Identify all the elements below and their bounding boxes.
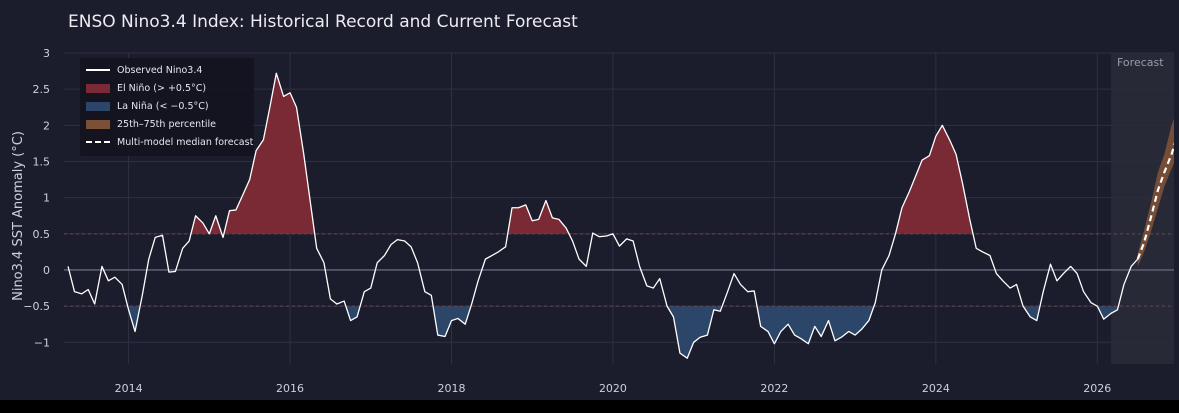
observed-series-line [67, 72, 1139, 359]
legend-item-median-forecast: Multi-model median forecast [80, 134, 253, 150]
y-tick-label: 3 [43, 47, 50, 60]
la-nina-area [68, 306, 1138, 359]
legend-label: Observed Nino3.4 [117, 64, 203, 76]
series-lines [67, 72, 1174, 359]
legend-label: 25th–75th percentile [117, 118, 216, 130]
y-tick-label: 1.5 [33, 155, 51, 168]
forecast-label: Forecast [1117, 56, 1164, 69]
chart-frame: −1 −0.5 0 0.5 1 1.5 2 2.5 3 2014 2016 2018 2020 2022… [0, 0, 1179, 400]
y-axis-ticks: −1 −0.5 0 0.5 1 1.5 2 2.5 3 [23, 47, 50, 349]
legend-label: Multi-model median forecast [117, 136, 254, 148]
x-tick-label: 2024 [922, 382, 950, 395]
el-nino-area [68, 73, 1138, 234]
legend-label: El Niño (> +0.5°C) [117, 82, 207, 94]
legend-item-percentile: 25th–75th percentile [80, 116, 216, 132]
legend-swatch-icon [86, 101, 110, 111]
y-tick-label: −1 [34, 336, 50, 349]
reference-lines [64, 233, 1174, 307]
y-tick-label: 1 [43, 192, 50, 205]
y-tick-label: −0.5 [23, 300, 50, 313]
forecast-region [1111, 53, 1174, 364]
legend-item-la-nina: La Niña (< −0.5°C) [80, 98, 209, 114]
legend: Observed Nino3.4 El Niño (> +0.5°C) La N… [80, 58, 254, 156]
y-axis-label: Nino3.4 SST Anomaly (°C) [11, 131, 26, 301]
y-tick-label: 2 [43, 119, 50, 132]
x-axis-ticks: 2014 2016 2018 2020 2022 2024 2026 [115, 382, 1112, 395]
x-tick-label: 2016 [276, 382, 304, 395]
forecast-region-band [1111, 53, 1174, 364]
x-tick-label: 2018 [437, 382, 465, 395]
x-tick-label: 2020 [599, 382, 627, 395]
y-tick-label: 2.5 [33, 83, 51, 96]
legend-item-el-nino: El Niño (> +0.5°C) [80, 80, 206, 96]
x-tick-label: 2026 [1083, 382, 1111, 395]
legend-item-observed: Observed Nino3.4 [80, 62, 202, 78]
x-tick-label: 2022 [760, 382, 788, 395]
y-tick-label: 0.5 [33, 228, 51, 241]
x-tick-label: 2014 [115, 382, 143, 395]
legend-swatch-icon [86, 119, 110, 129]
y-tick-label: 0 [43, 264, 50, 277]
legend-dash-icon [86, 141, 110, 143]
chart-title: ENSO Nino3.4 Index: Historical Record an… [68, 12, 578, 32]
chart-svg: −1 −0.5 0 0.5 1 1.5 2 2.5 3 2014 2016 2018 2020 2022… [11, 47, 1174, 395]
legend-line-icon [86, 69, 110, 71]
legend-label: La Niña (< −0.5°C) [117, 100, 209, 112]
legend-swatch-icon [86, 83, 110, 93]
median-forecast-line [1136, 142, 1174, 260]
